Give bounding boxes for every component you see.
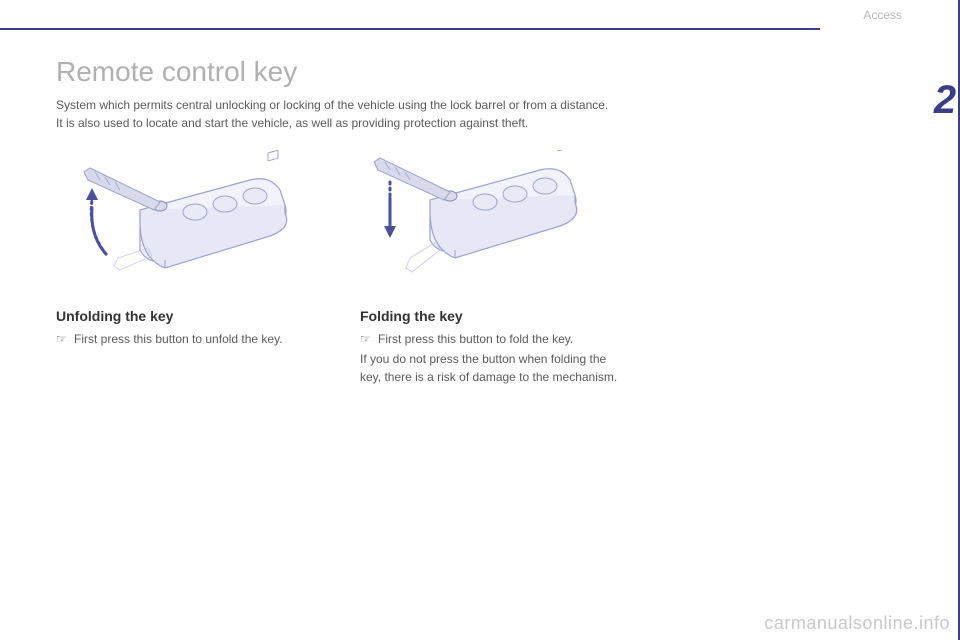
fold-heading: Folding the key bbox=[360, 308, 463, 324]
fold-warning: If you do not press the button when fold… bbox=[360, 350, 620, 386]
fold-arrow-icon bbox=[384, 182, 396, 238]
key-fob-icon bbox=[140, 150, 287, 268]
bullet-item: ☞ First press this button to unfold the … bbox=[56, 330, 316, 348]
section-label: Access bbox=[863, 8, 902, 22]
unfold-heading: Unfolding the key bbox=[56, 308, 173, 324]
key-fob-icon bbox=[430, 150, 577, 258]
bullet-marker-icon: ☞ bbox=[360, 330, 370, 348]
bullet-item: ☞ First press this button to fold the ke… bbox=[360, 330, 620, 348]
unfold-arrow-icon bbox=[86, 188, 106, 254]
chapter-number: 2 bbox=[934, 80, 956, 120]
intro-paragraph: System which permits central unlocking o… bbox=[56, 96, 616, 132]
bullet-text: First press this button to unfold the ke… bbox=[74, 330, 283, 348]
figure-fold bbox=[360, 150, 600, 280]
chapter-tab: 2 bbox=[930, 80, 960, 160]
manual-page: Access 2 Remote control key System which… bbox=[0, 0, 960, 640]
watermark: carmanualsonline.info bbox=[764, 613, 950, 634]
figure-unfold bbox=[70, 150, 310, 280]
key-blade-icon bbox=[84, 168, 160, 210]
unfold-body: ☞ First press this button to unfold the … bbox=[56, 330, 316, 348]
page-title: Remote control key bbox=[56, 56, 297, 88]
header-rule bbox=[0, 28, 820, 30]
bullet-text: First press this button to fold the key. bbox=[378, 330, 573, 348]
key-blade-icon bbox=[374, 158, 450, 200]
bullet-marker-icon: ☞ bbox=[56, 330, 66, 348]
fold-body: ☞ First press this button to fold the ke… bbox=[360, 330, 620, 386]
